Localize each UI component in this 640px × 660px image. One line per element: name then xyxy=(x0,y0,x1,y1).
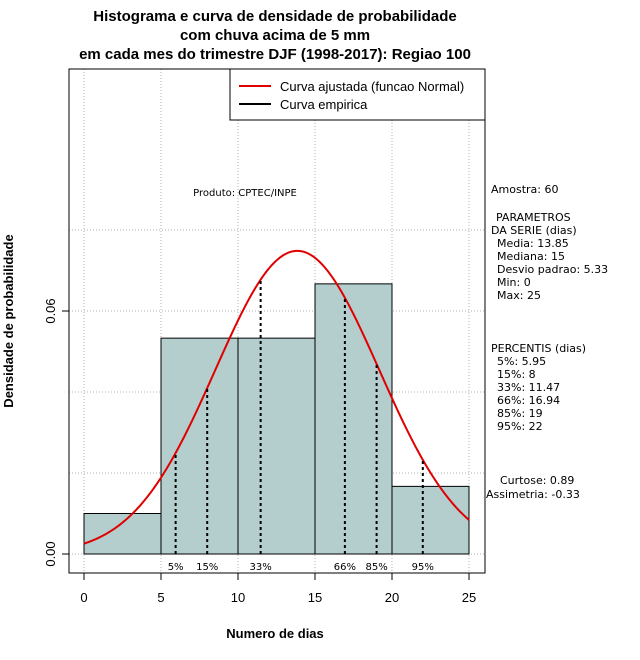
stats-parameter-line-6: Max: 25 xyxy=(497,289,541,302)
y-axis-label: Densidade de probabilidade xyxy=(1,234,16,407)
stats-percentile-line-0: PERCENTIS (dias) xyxy=(491,342,586,355)
stats-percentile-line-1: 5%: 5.95 xyxy=(497,355,546,368)
chart-title-line-3: em cada mes do trimestre DJF (1998-2017)… xyxy=(79,46,471,63)
percentile-label-2: 33% xyxy=(250,562,272,573)
product-annotation: Produto: CPTEC/INPE xyxy=(193,188,297,199)
stats-parameter-line-0: PARAMETROS xyxy=(496,211,571,224)
histogram-bars xyxy=(83,283,470,555)
stats-parameter-line-1: DA SERIE (dias) xyxy=(491,224,577,237)
x-tick-label-1: 5 xyxy=(157,590,164,605)
x-tick-label-5: 25 xyxy=(462,590,476,605)
stats-sample: Amostra: 60 xyxy=(491,183,558,196)
y-tick-label-0: 0.00 xyxy=(43,541,58,566)
x-tick-label-0: 0 xyxy=(80,590,87,605)
y-axis: 0.00 0.06 xyxy=(43,298,70,567)
legend-entry-fit: Curva ajustada (funcao Normal) xyxy=(280,79,464,94)
stats-parameter-line-3: Mediana: 15 xyxy=(497,250,565,263)
x-tick-label-4: 20 xyxy=(385,590,399,605)
histogram-bar-0 xyxy=(83,513,162,555)
percentile-label-5: 95% xyxy=(412,562,434,573)
stats-parameter-line-5: Min: 0 xyxy=(497,276,531,289)
y-tick-label-1: 0.06 xyxy=(43,298,58,323)
histogram-bar-4 xyxy=(391,485,470,555)
percentile-label-1: 15% xyxy=(196,562,218,573)
stats-percentile-line-5: 85%: 19 xyxy=(497,407,543,420)
x-tick-label-2: 10 xyxy=(231,590,245,605)
x-axis: 0 5 10 15 20 25 xyxy=(80,572,476,605)
stats-percentile-line-4: 66%: 16.94 xyxy=(497,394,560,407)
legend: Curva ajustada (funcao Normal) Curva emp… xyxy=(229,68,486,121)
stats-parameter-line-2: Media: 13.85 xyxy=(497,237,569,250)
percentile-label-4: 85% xyxy=(365,562,387,573)
legend-entry-empirical: Curva empirica xyxy=(280,97,368,112)
normal-fit-curve xyxy=(83,249,470,545)
stats-percentile-line-2: 15%: 8 xyxy=(497,368,536,381)
x-tick-label-3: 15 xyxy=(308,590,322,605)
histogram-bar-3 xyxy=(314,283,393,555)
histogram-bar-2 xyxy=(237,337,316,555)
percentile-markers: 5% 15% 33% 66% 85% 95% xyxy=(168,279,434,573)
chart-title-line-1: Histograma e curva de densidade de proba… xyxy=(93,8,456,25)
x-axis-label: Numero de dias xyxy=(226,626,324,641)
stats-skewness: Assimetria: -0.33 xyxy=(486,488,580,501)
stats-parameter-line-4: Desvio padrao: 5.33 xyxy=(497,263,608,276)
histogram-bar-1 xyxy=(160,337,239,555)
stats-percentile-line-3: 33%: 11.47 xyxy=(497,381,560,394)
percentile-label-0: 5% xyxy=(168,562,184,573)
chart-title-line-2: com chuva acima de 5 mm xyxy=(180,27,370,44)
stats-percentile-line-6: 95%: 22 xyxy=(497,420,543,433)
stats-kurtosis: Curtose: 0.89 xyxy=(500,474,574,487)
percentile-label-3: 66% xyxy=(334,562,356,573)
legend-box xyxy=(229,68,486,121)
